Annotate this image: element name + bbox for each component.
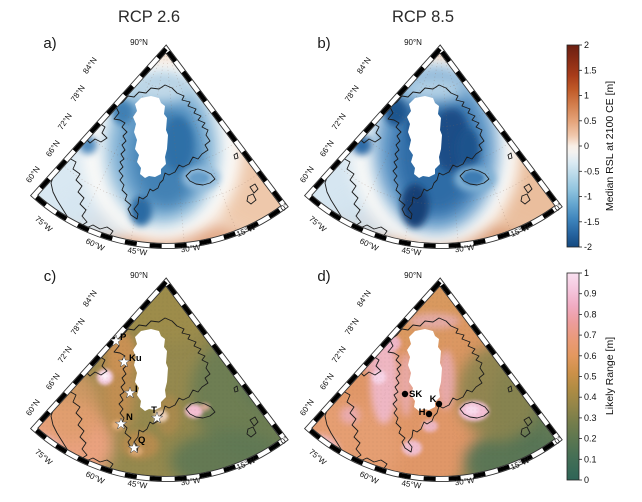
cb2-tick-0p7: 0.7 [584, 330, 597, 340]
site-label-Q: Q [138, 435, 145, 446]
cb1-tick-0p5: 0.5 [584, 116, 597, 126]
cb2-tick-0p4: 0.4 [584, 392, 597, 402]
site-label-P: P [120, 332, 127, 343]
site-label-N: N [126, 412, 133, 423]
cb1-tick-1: 1 [584, 91, 589, 101]
cb2-tick-0: 0 [584, 475, 589, 485]
panel-c-likely-range-rcp26: c) P Ku I N T Q [24, 268, 291, 491]
site-label-T: T [151, 405, 157, 416]
colorbar-likely-range-ticks [579, 272, 582, 481]
panel-label-c: c) [44, 268, 57, 285]
site-label-H: H [419, 407, 426, 418]
panel-d-likely-range-rcp85: d) SK K H [298, 268, 565, 491]
cb1-tick-0: 0 [584, 141, 589, 151]
colorbar-median-rsl-gradient [566, 44, 580, 248]
map-field-d [308, 282, 559, 479]
cb2-tick-0p2: 0.2 [584, 434, 597, 444]
cb1-tick-m1p5: -1.5 [584, 217, 600, 227]
cb2-tick-0p9: 0.9 [584, 289, 597, 299]
site-markers-c: P Ku I N T Q [109, 332, 164, 454]
panel-label-b: b) [317, 35, 330, 52]
cb2-tick-0p3: 0.3 [584, 413, 597, 423]
map-field-b [308, 49, 559, 246]
panel-label-d: d) [317, 268, 330, 285]
panel-a-median-rsl-rcp26: a) [24, 35, 291, 258]
cb2-tick-1: 1 [584, 268, 589, 278]
map-field-a [34, 49, 285, 246]
colorbar-likely-range: 1 0.9 0.8 0.7 0.6 0.5 0.4 0.3 0.2 0.1 0 … [566, 268, 616, 485]
cb1-tick-1p5: 1.5 [584, 65, 597, 75]
cb2-tick-0p1: 0.1 [584, 454, 597, 464]
site-dot-SK [401, 390, 409, 398]
site-markers-d: SK K H [401, 389, 443, 418]
site-label-I: I [135, 384, 138, 395]
panel-b-median-rsl-rcp85: b) [298, 35, 565, 258]
colorbar-likely-range-label: Likely Range [m] [604, 337, 616, 415]
site-label-SK: SK [409, 389, 422, 400]
cb1-tick-m0p5: -0.5 [584, 166, 600, 176]
cb1-tick-2: 2 [584, 40, 589, 50]
cb2-tick-0p6: 0.6 [584, 351, 597, 361]
colorbar-likely-range-gradient [566, 272, 580, 481]
cb1-tick-m1: -1 [584, 192, 592, 202]
panel-label-a: a) [43, 35, 56, 52]
colorbar-median-rsl-label: Median RSL at 2100 CE [m] [604, 81, 616, 211]
site-label-Ku: Ku [129, 353, 142, 364]
site-dot-H [425, 410, 433, 418]
cb2-tick-0p5: 0.5 [584, 372, 597, 382]
colorbar-median-rsl: 2 1.5 1 0.5 0 -0.5 -1 -1.5 -2 Median RSL… [566, 40, 616, 252]
colorbar-median-rsl-ticks [579, 44, 582, 248]
column-title-rcp26: RCP 2.6 [118, 8, 180, 26]
site-label-K: K [430, 394, 437, 405]
column-title-rcp85: RCP 8.5 [392, 8, 454, 26]
site-dot-K [435, 400, 443, 408]
cb2-tick-0p8: 0.8 [584, 309, 597, 319]
cb1-tick-m2: -2 [584, 242, 592, 252]
